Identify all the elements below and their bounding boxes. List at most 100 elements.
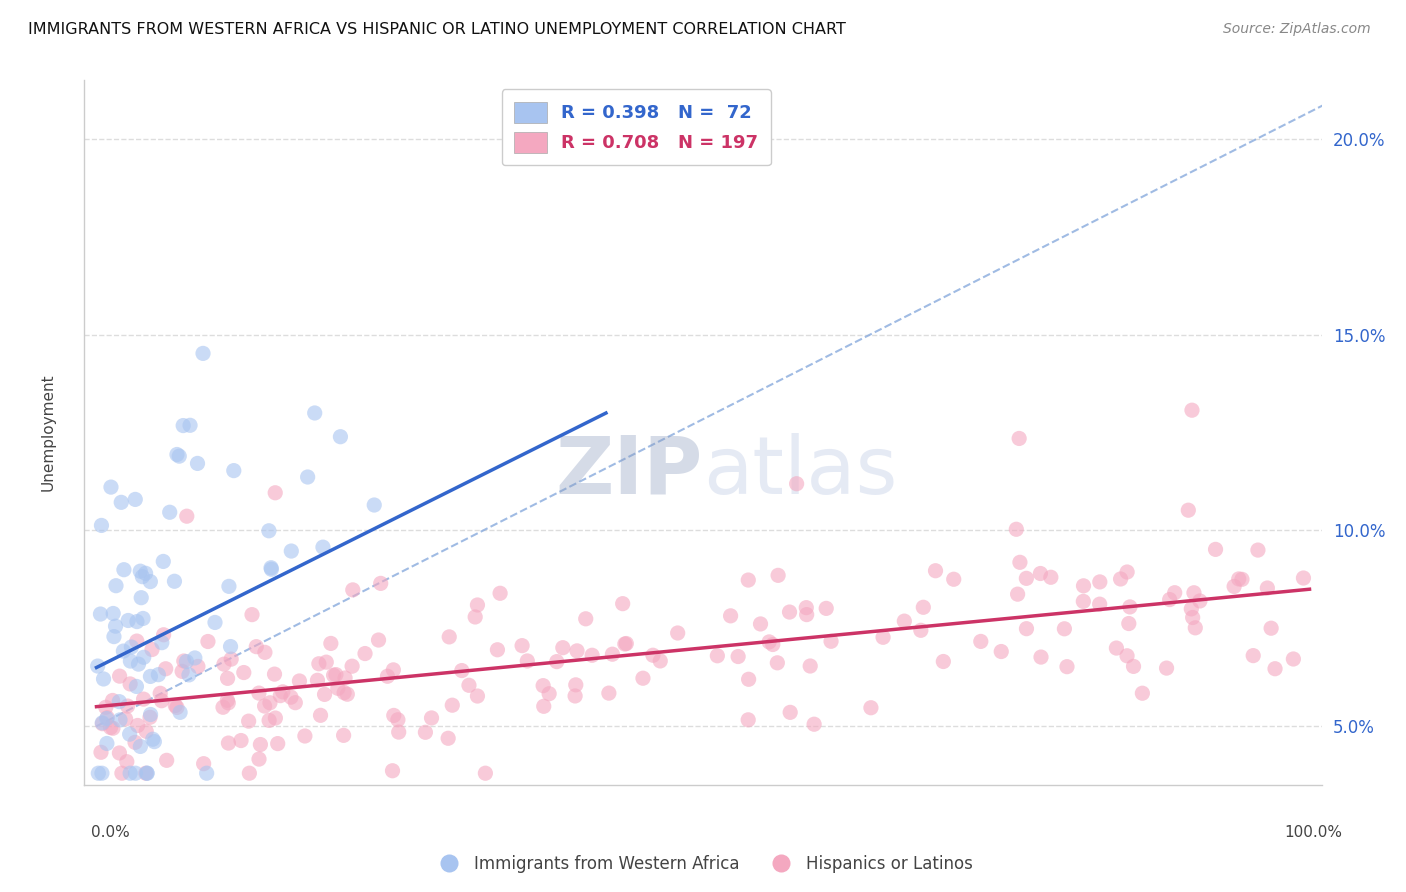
Point	[598, 686, 620, 700]
Point	[467, 598, 489, 612]
Point	[1282, 652, 1305, 666]
Point	[304, 406, 326, 420]
Point	[1184, 621, 1206, 635]
Point	[1241, 648, 1264, 663]
Point	[1130, 686, 1153, 700]
Point	[893, 614, 915, 628]
Point	[467, 689, 489, 703]
Point	[280, 544, 302, 558]
Point	[382, 708, 405, 723]
Point	[96, 712, 118, 726]
Point	[257, 524, 280, 538]
Text: Source: ZipAtlas.com: Source: ZipAtlas.com	[1223, 22, 1371, 37]
Point	[749, 616, 772, 631]
Point	[165, 698, 187, 713]
Point	[120, 654, 142, 668]
Point	[779, 706, 801, 720]
Point	[1181, 403, 1204, 417]
Point	[1223, 579, 1246, 593]
Point	[169, 706, 191, 720]
Point	[139, 710, 162, 724]
Point	[859, 700, 882, 714]
Point	[1164, 585, 1187, 599]
Point	[990, 644, 1012, 658]
Point	[1156, 661, 1178, 675]
Point	[176, 655, 198, 669]
Point	[614, 636, 637, 650]
Point	[117, 699, 139, 714]
Point	[139, 574, 162, 589]
Text: atlas: atlas	[703, 433, 897, 511]
Point	[309, 708, 332, 723]
Point	[115, 755, 138, 769]
Point	[1109, 572, 1132, 586]
Point	[135, 766, 157, 780]
Point	[238, 714, 260, 728]
Point	[794, 600, 817, 615]
Point	[129, 739, 152, 754]
Point	[217, 671, 239, 685]
Point	[766, 568, 789, 582]
Point	[932, 655, 955, 669]
Point	[332, 728, 354, 742]
Point	[120, 640, 142, 654]
Point	[264, 485, 287, 500]
Point	[942, 572, 965, 586]
Point	[551, 640, 574, 655]
Point	[143, 734, 166, 748]
Point	[565, 644, 588, 658]
Point	[342, 582, 364, 597]
Point	[136, 766, 159, 780]
Point	[1056, 659, 1078, 673]
Point	[322, 668, 344, 682]
Point	[1205, 542, 1227, 557]
Point	[641, 648, 664, 663]
Point	[125, 615, 148, 629]
Point	[486, 642, 509, 657]
Point	[363, 498, 385, 512]
Point	[186, 457, 208, 471]
Point	[1247, 543, 1270, 558]
Point	[766, 656, 789, 670]
Point	[1088, 574, 1111, 589]
Point	[762, 638, 785, 652]
Point	[458, 678, 481, 692]
Point	[187, 659, 209, 673]
Point	[114, 712, 136, 726]
Point	[110, 495, 132, 509]
Point	[101, 607, 124, 621]
Point	[758, 635, 780, 649]
Point	[125, 634, 148, 648]
Point	[1039, 570, 1062, 584]
Point	[970, 634, 993, 648]
Point	[125, 680, 148, 694]
Point	[1159, 592, 1181, 607]
Point	[910, 624, 932, 638]
Point	[1122, 659, 1144, 673]
Point	[94, 700, 117, 714]
Point	[139, 707, 162, 722]
Text: 0.0%: 0.0%	[91, 825, 131, 840]
Point	[217, 736, 239, 750]
Point	[212, 700, 235, 714]
Point	[159, 505, 181, 519]
Point	[441, 698, 464, 713]
Text: Unemployment: Unemployment	[41, 374, 55, 491]
Text: IMMIGRANTS FROM WESTERN AFRICA VS HISPANIC OR LATINO UNEMPLOYMENT CORRELATION CH: IMMIGRANTS FROM WESTERN AFRICA VS HISPAN…	[28, 22, 846, 37]
Point	[108, 713, 131, 727]
Point	[1029, 650, 1052, 665]
Point	[1177, 503, 1199, 517]
Point	[531, 679, 554, 693]
Point	[112, 644, 135, 658]
Point	[260, 562, 283, 576]
Point	[1188, 594, 1211, 608]
Point	[260, 560, 283, 574]
Point	[247, 686, 270, 700]
Point	[1256, 581, 1278, 595]
Point	[382, 663, 405, 677]
Point	[538, 687, 561, 701]
Point	[232, 665, 254, 680]
Point	[1119, 599, 1142, 614]
Point	[612, 597, 634, 611]
Point	[90, 766, 112, 780]
